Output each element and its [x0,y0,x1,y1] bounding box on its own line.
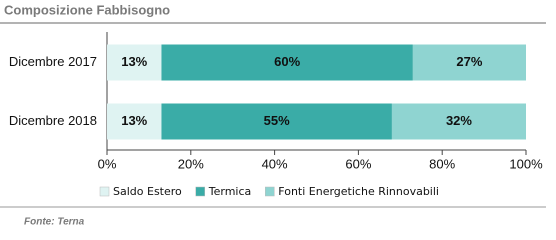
bar-segment [161,44,413,81]
x-tick-label: 0% [98,156,117,171]
bar-segment [161,103,392,140]
data-label: 13% [121,113,147,128]
data-label: 13% [121,54,147,69]
legend-swatch [265,186,275,197]
x-tick-label: 80% [429,156,455,171]
bar-segment [107,103,162,140]
y-tick-label: Dicembre 2018 [9,113,97,128]
legend-label: Termica [208,185,252,198]
bar-segment [412,44,526,81]
source: Fonte: Terna [24,217,85,228]
x-tick-label: 20% [178,156,204,171]
x-tick-label: 60% [345,156,371,171]
chart: Composizione Fabbisogno Fonte: Terna 0% 2… [0,2,546,228]
x-tick-label: 100% [509,156,543,171]
x-tick-label: 40% [262,156,288,171]
legend-label: Fonti Energetiche Rinnovabili [278,185,439,198]
legend-swatch [195,186,206,197]
data-label: 55% [264,113,290,128]
legend-swatch [99,186,110,197]
data-label: 27% [456,54,482,69]
bar-segment [107,44,162,81]
legend-label: Saldo Estero [113,185,182,198]
chart-title: Composizione Fabbisogno [4,2,170,17]
data-label: 32% [446,113,472,128]
bar-segment [391,103,526,140]
y-tick-label: Dicembre 2017 [9,54,97,69]
data-label: 60% [274,54,300,69]
